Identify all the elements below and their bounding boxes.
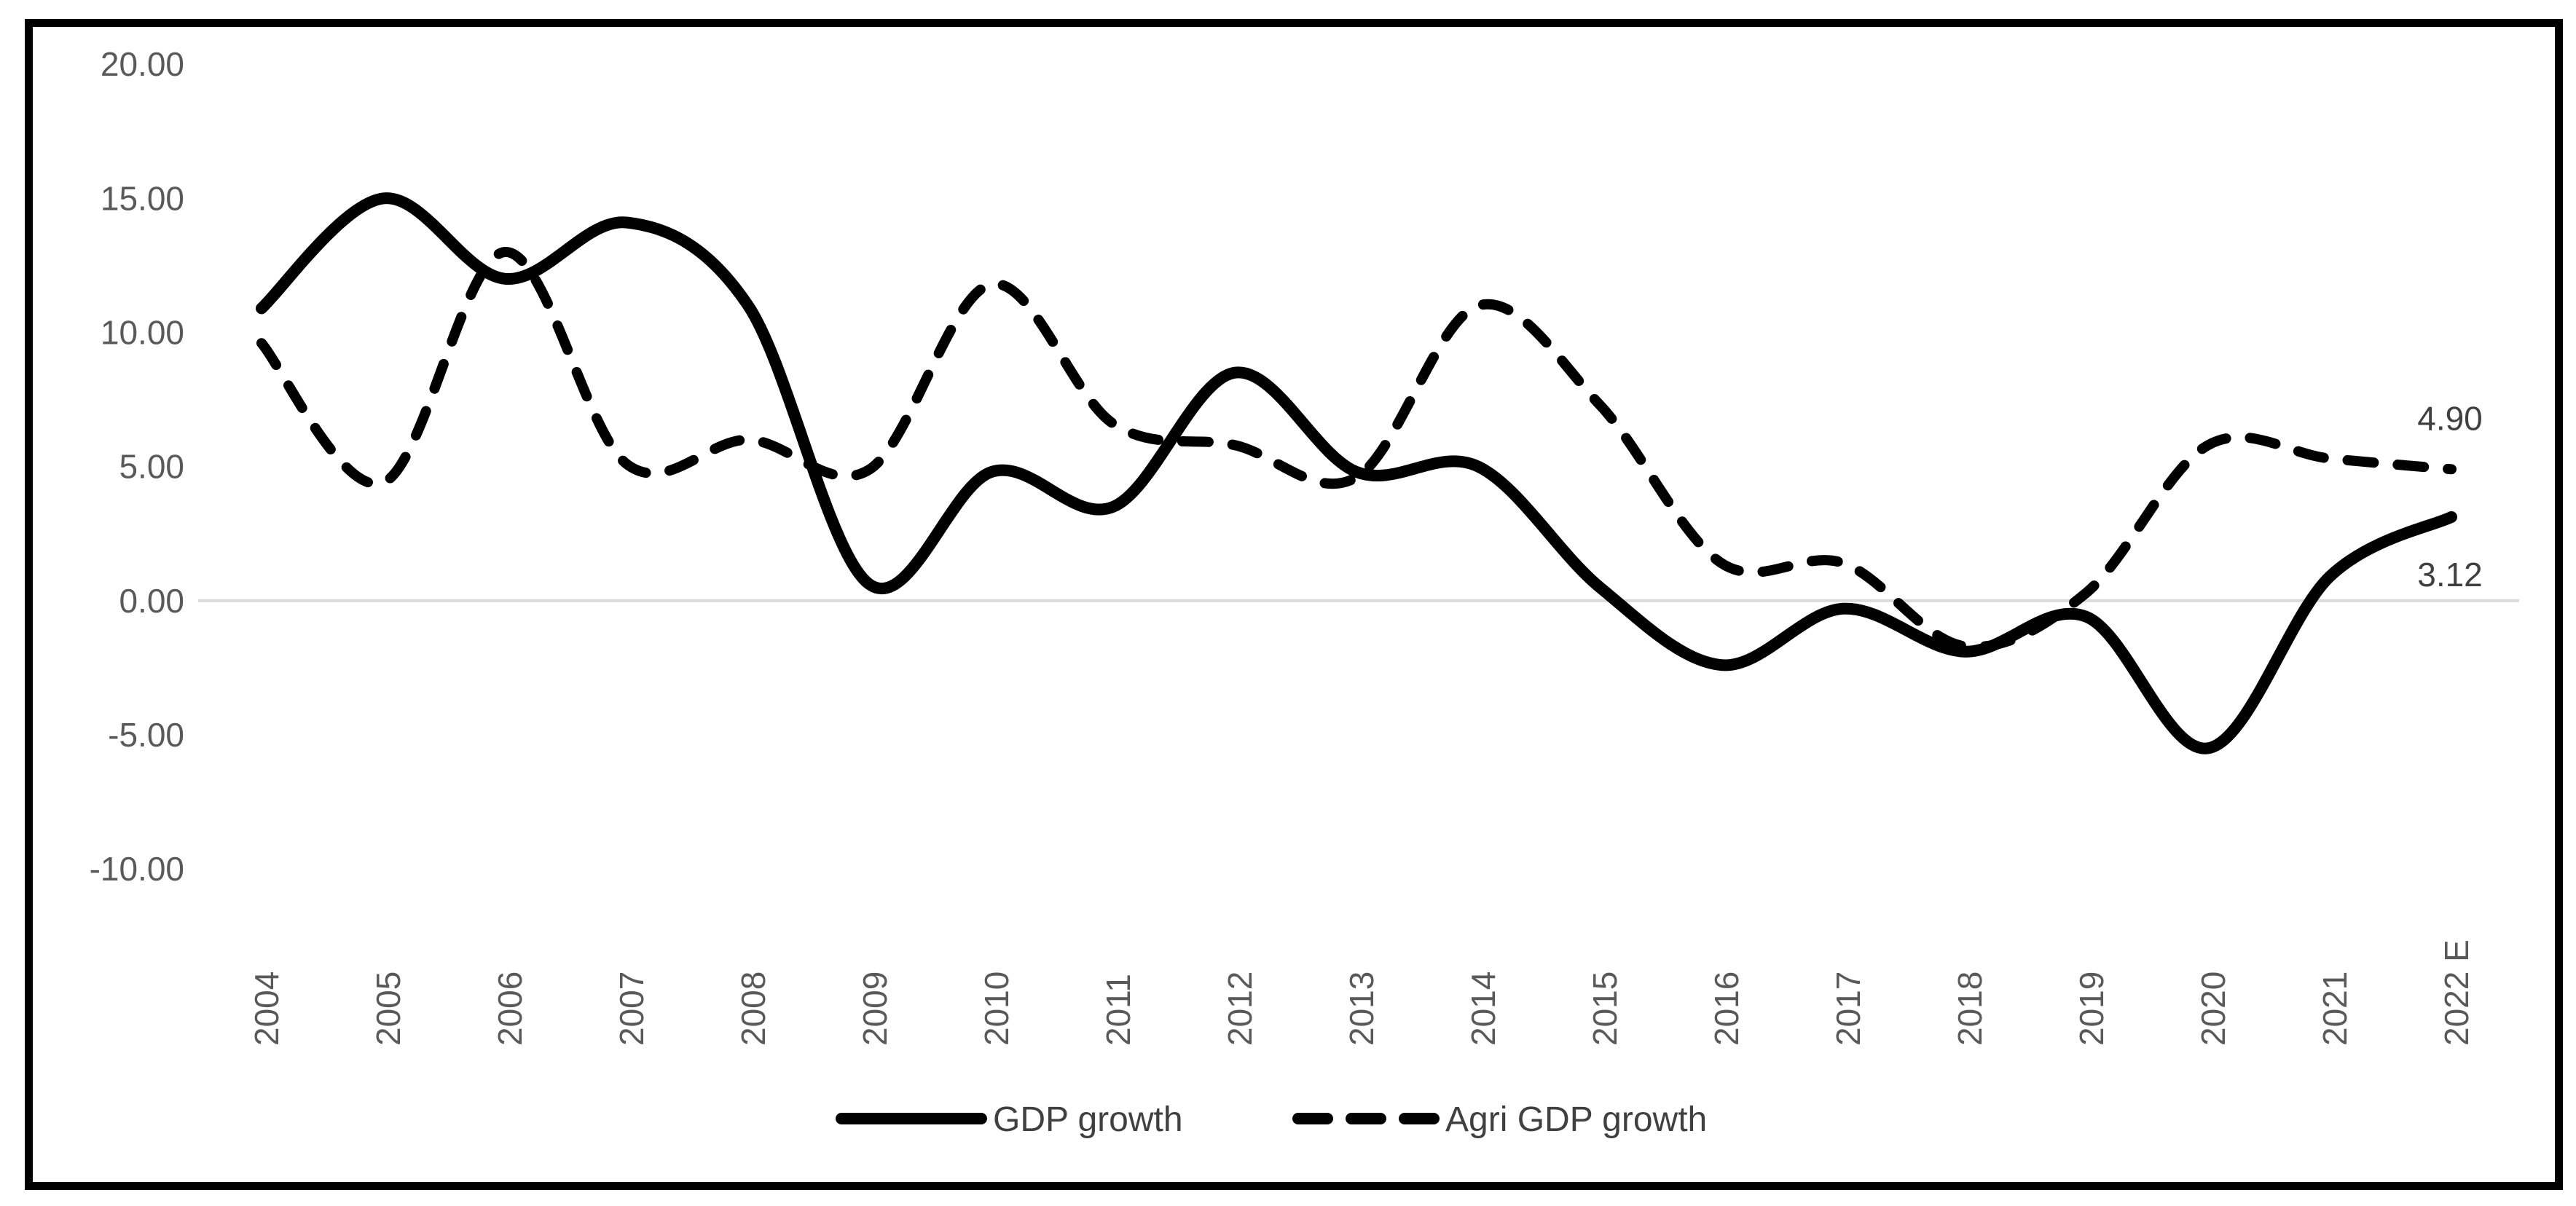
x-axis-tick-label: 2009 — [856, 972, 894, 1046]
y-axis-tick-label: 20.00 — [101, 45, 184, 83]
x-axis-tick-label: 2014 — [1464, 972, 1502, 1046]
x-axis-tick-label: 2005 — [369, 972, 407, 1046]
x-axis-tick-label: 2018 — [1951, 972, 1989, 1046]
y-axis-tick-label: -10.00 — [90, 850, 184, 888]
x-axis-tick-label: 2020 — [2194, 972, 2232, 1046]
y-axis-tick-label: 5.00 — [119, 448, 184, 486]
x-axis-tick-label: 2016 — [1708, 972, 1746, 1046]
legend-label: Agri GDP growth — [1445, 1100, 1707, 1139]
x-axis-tick-label: 2010 — [978, 972, 1016, 1046]
x-axis-tick-label: 2008 — [734, 972, 772, 1046]
x-axis-tick-label: 2021 — [2316, 972, 2354, 1046]
y-axis-tick-label: 0.00 — [119, 582, 184, 620]
x-axis-tick-label: 2004 — [248, 972, 286, 1046]
x-axis-tick-label: 2022 E — [2438, 939, 2475, 1046]
x-axis-tick-label: 2017 — [1829, 972, 1867, 1046]
series-end-data-label: 3.12 — [2417, 556, 2483, 594]
x-axis-tick-label: 2013 — [1343, 972, 1381, 1046]
legend-label: GDP growth — [993, 1100, 1183, 1139]
x-axis-tick-label: 2006 — [491, 972, 529, 1046]
x-axis-tick-label: 2012 — [1221, 972, 1259, 1046]
y-axis-tick-label: 10.00 — [101, 314, 184, 352]
x-axis-tick-label: 2007 — [613, 972, 651, 1046]
x-axis-tick-label: 2011 — [1099, 974, 1137, 1046]
x-axis-tick-label: 2015 — [1586, 972, 1624, 1046]
agri-gdp-growth-line — [256, 247, 2457, 653]
y-axis-tick-label: -5.00 — [108, 716, 184, 754]
gdp-growth-line — [256, 192, 2457, 754]
y-axis-tick-label: 15.00 — [101, 179, 184, 217]
series-end-data-label: 4.90 — [2417, 399, 2483, 437]
x-axis-tick-label: 2019 — [2073, 972, 2110, 1046]
